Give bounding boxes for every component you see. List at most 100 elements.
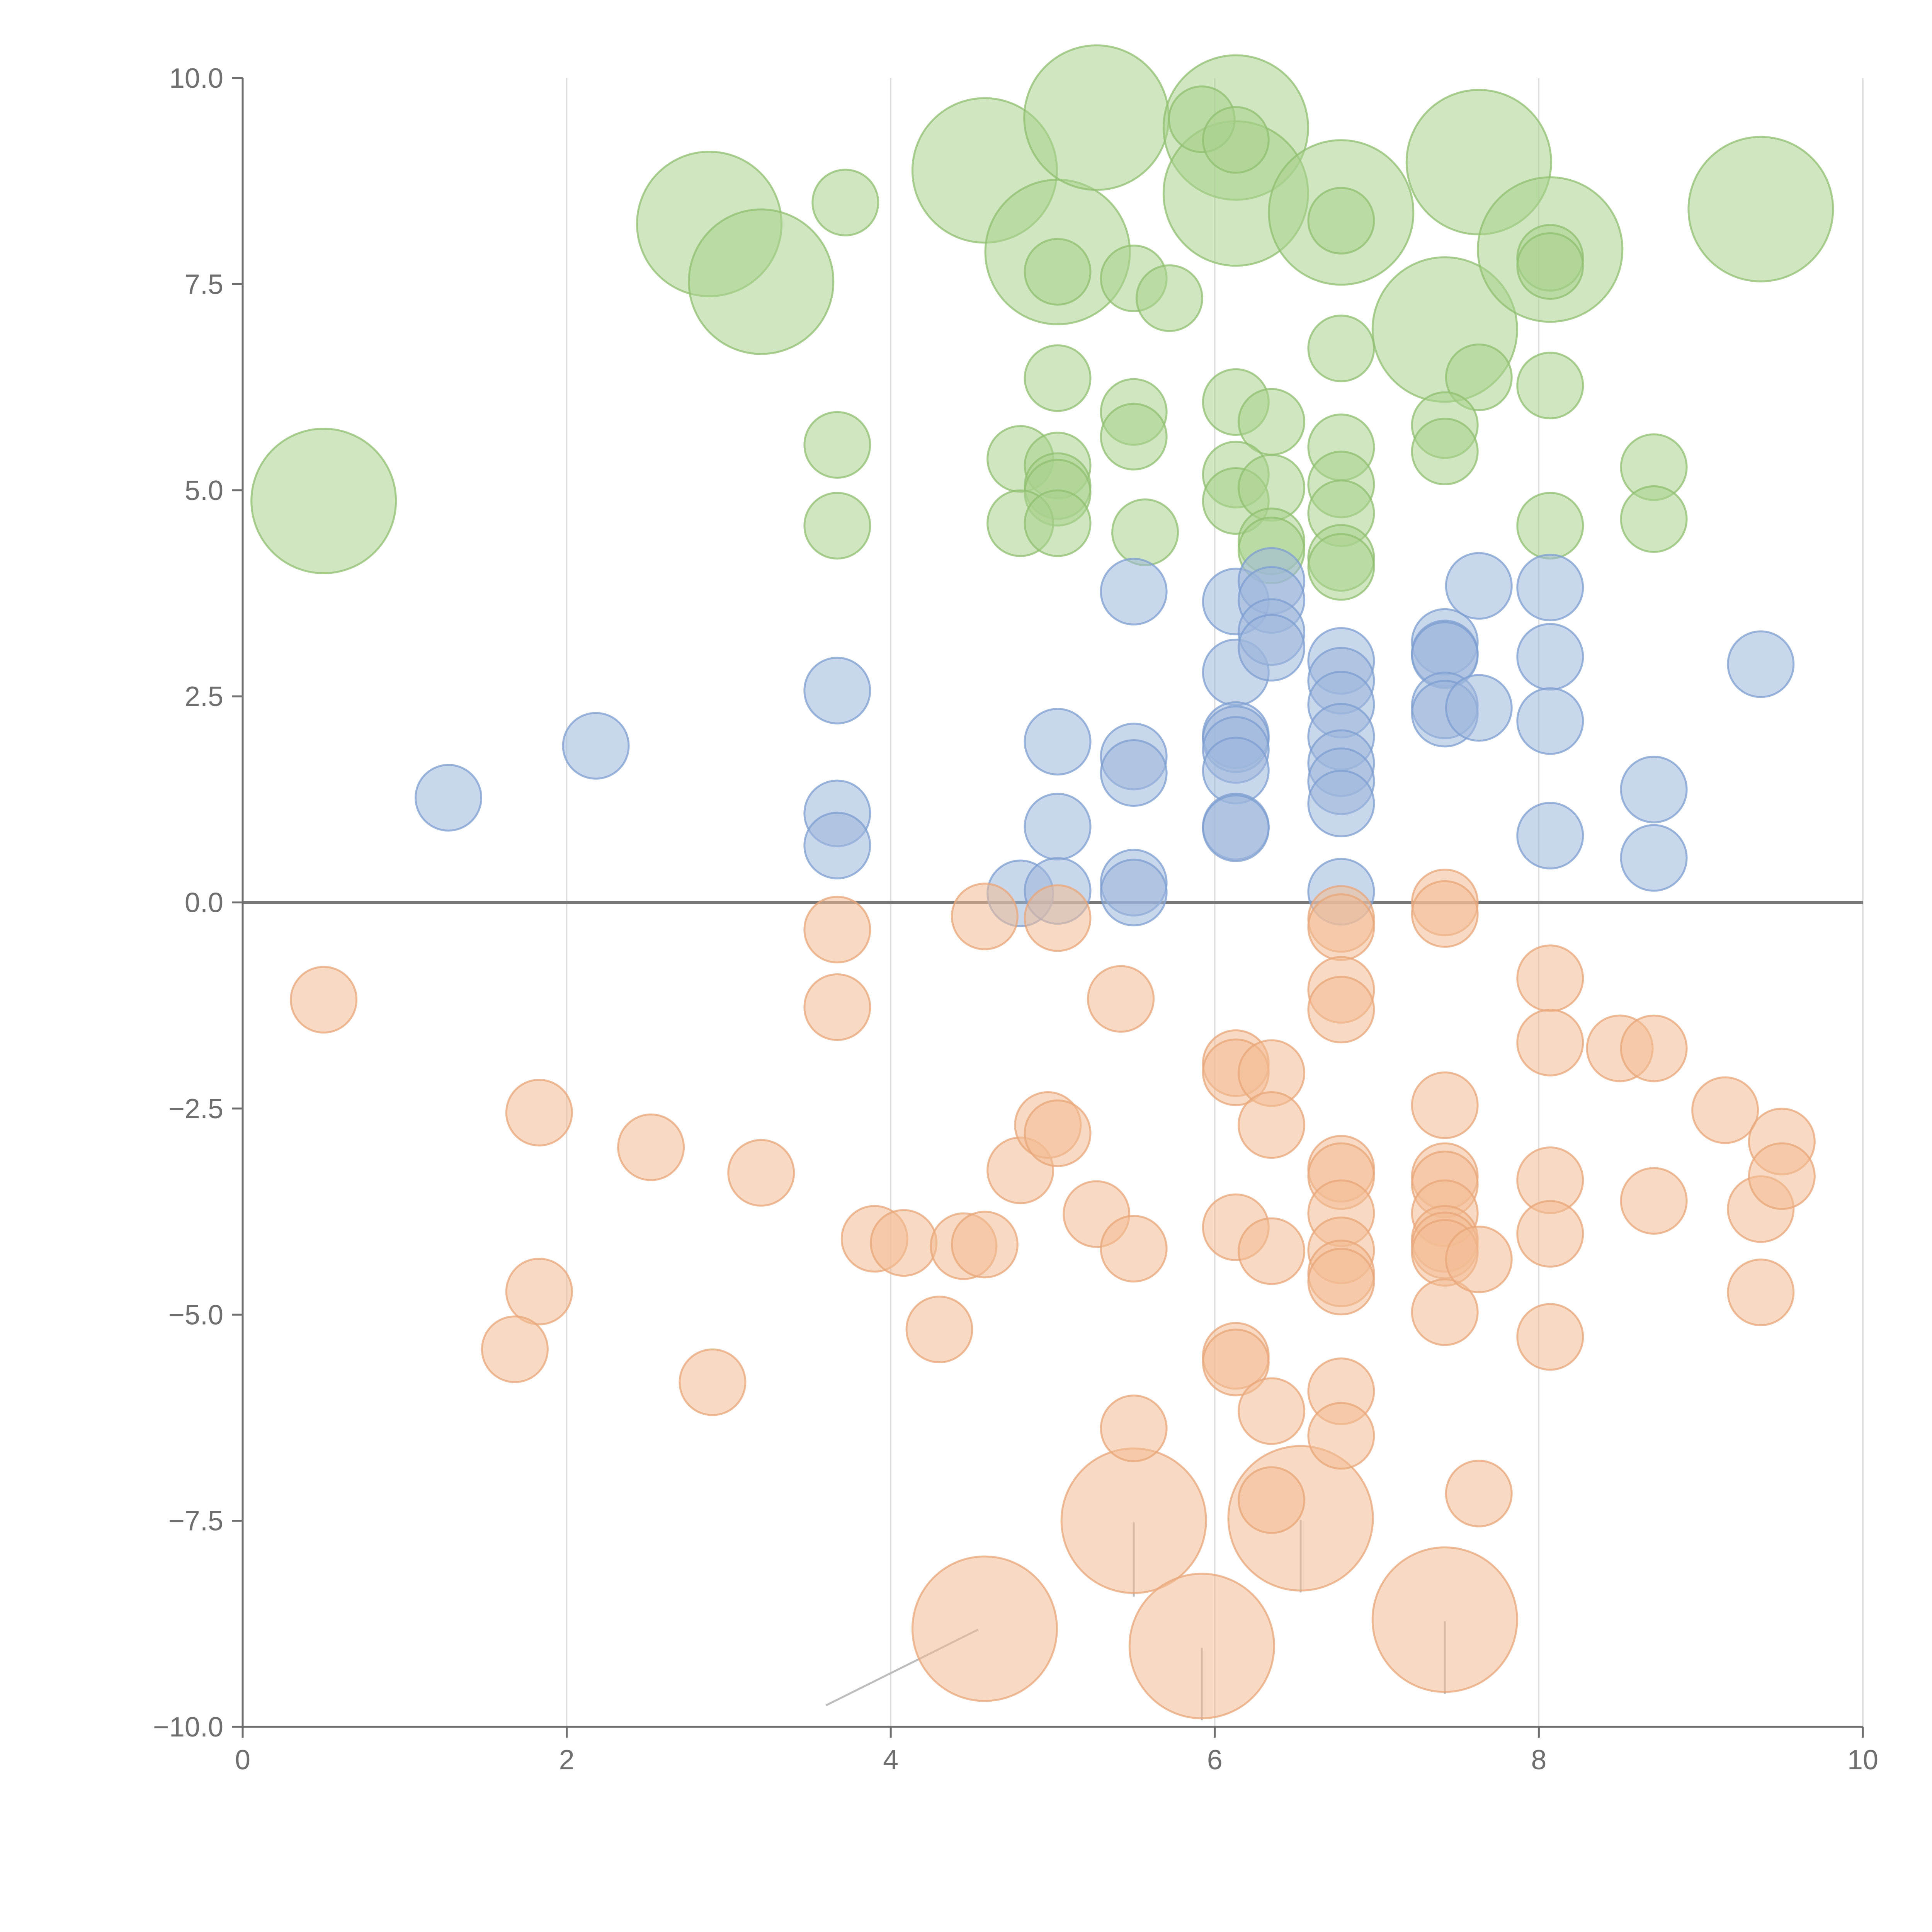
- bubble-s2-p69: [1620, 1167, 1688, 1235]
- bubble-s0-p23: [1516, 232, 1584, 300]
- bubble-s1-p7: [1024, 793, 1092, 861]
- bubble-s2-p61: [1445, 1459, 1513, 1527]
- bubble-s2-p66: [1516, 1303, 1584, 1371]
- bubble-s1-p2: [803, 656, 871, 724]
- x-axis-ticks: 0 2 4 6 8 10: [235, 1727, 1878, 1776]
- bubble-s2-p36: [1238, 1377, 1306, 1445]
- bubble-s0-p45: [1024, 489, 1092, 557]
- bubble-s2-p32: [1202, 1328, 1270, 1396]
- bubble-s2-p68: [1620, 1014, 1688, 1082]
- bubble-s2-p37: [1238, 1466, 1306, 1534]
- bubble-s1-p47: [1727, 630, 1795, 698]
- x-tick-label-2: 4: [883, 1745, 898, 1776]
- y-tick-label-6: 5.0: [185, 475, 223, 506]
- bubble-s1-p11: [1100, 739, 1168, 807]
- bubble-s2-p63: [1516, 1009, 1584, 1077]
- bubble-layer: [250, 44, 1834, 1719]
- bubble-s2-p72: [1727, 1259, 1795, 1327]
- bubble-s0-p28: [803, 411, 871, 479]
- y-tick-label-1: −7.5: [168, 1506, 223, 1537]
- bubble-s2-p62: [1516, 944, 1584, 1012]
- bubble-s2-p41: [1307, 976, 1375, 1044]
- x-tick-label-5: 10: [1847, 1745, 1878, 1776]
- bubble-s1-p40: [1445, 674, 1513, 742]
- bubble-s2-p18: [951, 1211, 1019, 1279]
- bubble-s2-p27: [1100, 1395, 1168, 1463]
- bubble-s2-p15: [870, 1209, 938, 1277]
- bubble-s2-p59: [1411, 1278, 1479, 1346]
- bubble-s1-p32: [1307, 769, 1375, 837]
- bubble-s2-p13: [803, 973, 871, 1041]
- bubble-s2-p2: [1128, 1573, 1275, 1719]
- bubble-s2-p52: [1411, 1071, 1479, 1139]
- bubble-s2-p26: [1100, 1215, 1168, 1283]
- bubble-s2-p6: [505, 1079, 573, 1147]
- bubble-s0-p51: [1516, 492, 1584, 560]
- bubble-s0-p2: [688, 208, 835, 355]
- x-tick-label-0: 0: [235, 1745, 250, 1776]
- y-axis-ticks: −10.0 −7.5 −5.0 −2.5 0.0 2.5 5.0 7.5 10.0: [153, 63, 243, 1743]
- bubble-s2-p5: [290, 966, 358, 1034]
- x-tick-label-3: 6: [1207, 1745, 1223, 1776]
- bubble-s1-p45: [1620, 755, 1688, 823]
- x-tick-label-1: 2: [559, 1745, 575, 1776]
- bubble-s2-p19: [951, 883, 1019, 951]
- bubble-s2-p47: [1307, 1248, 1375, 1316]
- y-tick-label-0: −10.0: [153, 1712, 223, 1743]
- bubble-s2-p8: [481, 1315, 549, 1383]
- bubble-s0-p46: [1111, 498, 1179, 566]
- y-tick-label-8: 10.0: [169, 63, 223, 94]
- bubble-s0-p5: [1023, 44, 1170, 191]
- bubble-s0-p17: [1135, 264, 1203, 332]
- bubble-s2-p0: [911, 1555, 1058, 1702]
- bubble-s2-p23: [1024, 884, 1092, 952]
- y-tick-label-7: 7.5: [185, 269, 223, 300]
- bubble-s1-p1: [562, 712, 630, 780]
- bubble-s0-p20: [1307, 315, 1375, 383]
- bubble-s0-p13: [811, 168, 879, 236]
- bubble-s0-p15: [1024, 238, 1092, 306]
- bubble-s1-p13: [1100, 859, 1168, 927]
- bubble-s1-p6: [1024, 707, 1092, 776]
- bubble-s1-p25: [1238, 614, 1306, 682]
- bubble-s1-p44: [1516, 802, 1584, 870]
- bubble-s2-p12: [803, 896, 871, 964]
- bubble-s0-p53: [1620, 485, 1688, 553]
- y-tick-label-3: −2.5: [168, 1094, 223, 1124]
- bubble-s1-p0: [415, 764, 483, 832]
- bubble-s2-p25: [1087, 965, 1155, 1033]
- bubble-s0-p0: [250, 427, 397, 574]
- y-tick-label-5: 2.5: [185, 681, 223, 712]
- bubble-s2-p74: [1748, 1142, 1816, 1210]
- bubble-s2-p4: [1371, 1546, 1518, 1693]
- bubble-s0-p21: [1445, 343, 1513, 411]
- y-tick-label-4: 0.0: [185, 888, 223, 918]
- bubble-s1-p41: [1516, 554, 1584, 622]
- bubble-s2-p70: [1691, 1076, 1759, 1144]
- bubble-s1-p39: [1445, 552, 1513, 620]
- bubble-s2-p9: [617, 1113, 685, 1181]
- bubble-s2-p65: [1516, 1200, 1584, 1268]
- bubble-s1-p21: [1202, 794, 1270, 862]
- bubble-s2-p11: [727, 1139, 795, 1207]
- bubble-s0-p43: [803, 492, 871, 560]
- bubble-s0-p25: [1024, 344, 1092, 412]
- bubble-s2-p39: [1307, 893, 1375, 961]
- bubble-s2-p10: [679, 1348, 747, 1416]
- bubble-s1-p43: [1516, 687, 1584, 755]
- bubble-s1-p9: [1100, 558, 1168, 626]
- bubble-s0-p30: [1100, 403, 1168, 471]
- bubble-s0-p19: [1307, 187, 1375, 255]
- bubble-s2-p51: [1411, 880, 1479, 948]
- bubble-s2-p16: [905, 1296, 973, 1364]
- bubble-s2-p35: [1238, 1217, 1306, 1285]
- bubble-s0-p42: [1411, 417, 1479, 485]
- bubble-s2-p22: [1024, 1099, 1092, 1167]
- x-tick-label-4: 8: [1531, 1745, 1546, 1776]
- bubble-s1-p4: [803, 811, 871, 879]
- bubble-s0-p50: [1307, 533, 1375, 601]
- bubble-s1-p46: [1620, 824, 1688, 892]
- bubble-s0-p12: [1687, 136, 1834, 282]
- bubble-s0-p18: [1202, 106, 1270, 174]
